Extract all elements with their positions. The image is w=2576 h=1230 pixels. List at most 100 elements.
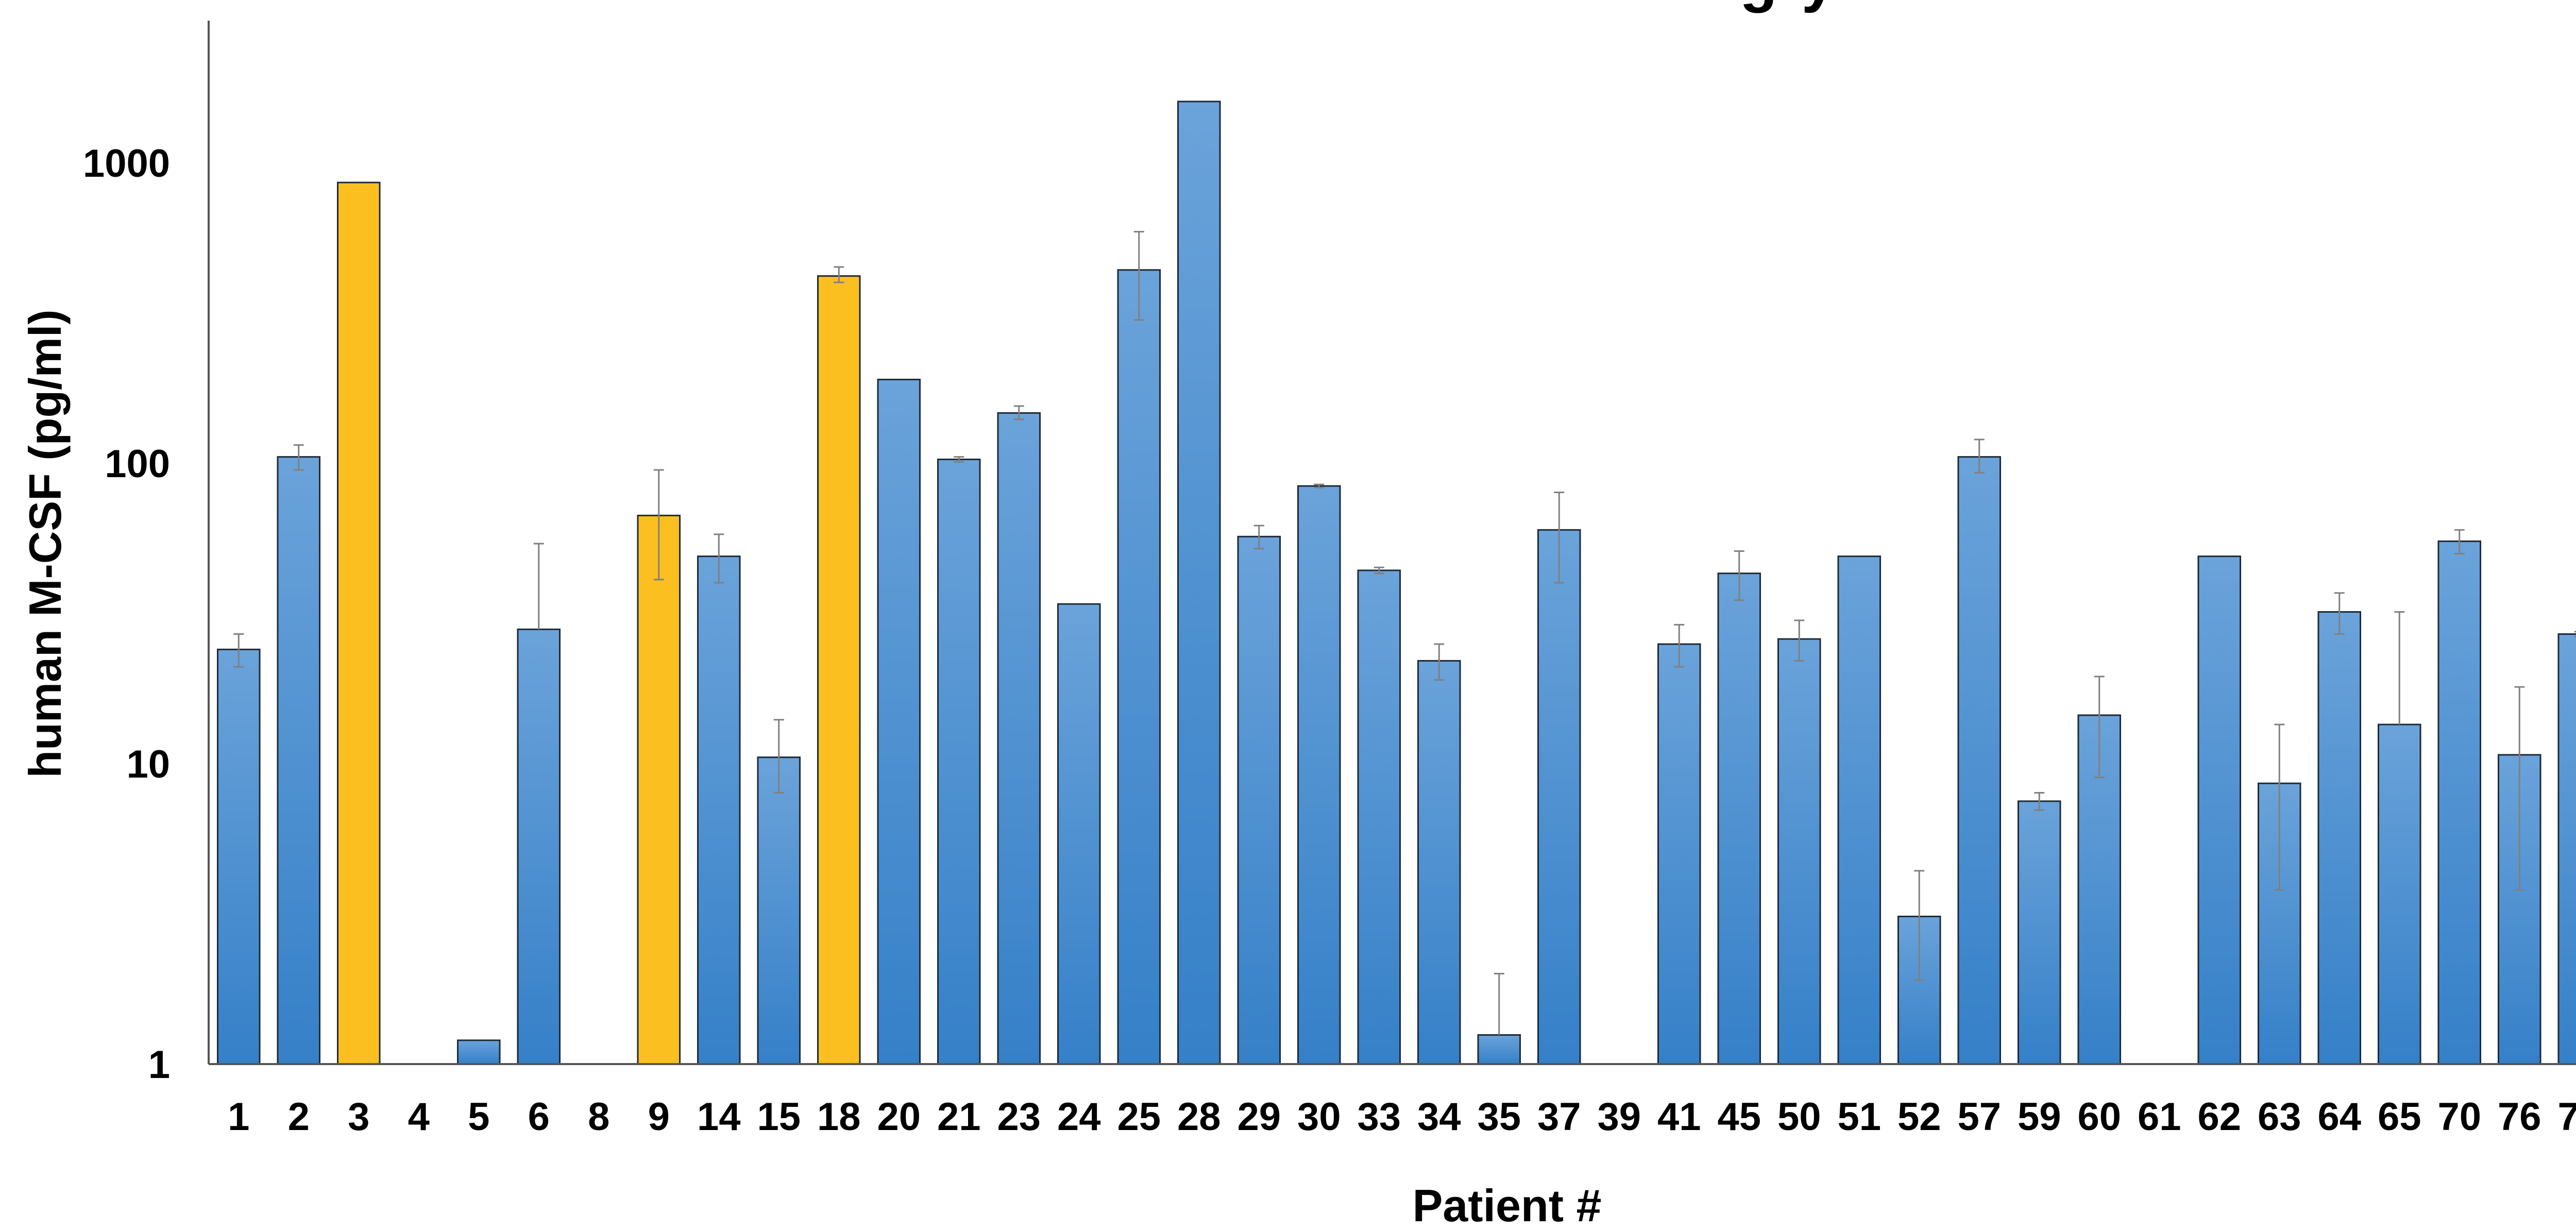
x-axis-title: Patient # <box>1413 1180 1602 1230</box>
error-bar-patient-34 <box>1434 643 1445 681</box>
error-bar-patient-59 <box>2034 791 2045 811</box>
x-tick-label-30: 30 <box>1297 1095 1341 1139</box>
bar-patient-2 <box>277 456 321 1065</box>
bar-patient-65 <box>2377 723 2421 1065</box>
bar-patient-6 <box>517 628 561 1065</box>
x-tick-label-62: 62 <box>2197 1095 2241 1139</box>
error-bar-patient-23 <box>1013 405 1024 420</box>
error-bars-layer <box>233 231 2576 1035</box>
bar-patient-5 <box>456 1039 501 1065</box>
bar-patient-20 <box>877 378 921 1065</box>
x-tick-label-14: 14 <box>697 1095 741 1139</box>
x-tick-label-64: 64 <box>2317 1095 2361 1139</box>
x-tick-label-5: 5 <box>468 1095 489 1139</box>
error-bar-patient-50 <box>1794 619 1805 662</box>
x-tick-label-21: 21 <box>937 1095 981 1139</box>
x-tick-label-41: 41 <box>1657 1095 1701 1139</box>
bars-layer <box>216 100 2576 1065</box>
bar-patient-18 <box>817 275 861 1065</box>
error-bar-patient-35 <box>1494 972 1504 1035</box>
x-tick-label-65: 65 <box>2378 1095 2421 1139</box>
x-tick-label-39: 39 <box>1597 1095 1641 1139</box>
x-tick-label-9: 9 <box>648 1095 670 1139</box>
bar-patient-30 <box>1297 485 1341 1065</box>
error-bar-patient-52 <box>1914 870 1925 981</box>
error-bar-patient-30 <box>1314 483 1325 488</box>
error-bar-patient-76 <box>2514 686 2525 891</box>
error-bar-patient-57 <box>1974 439 1985 474</box>
x-tick-label-3: 3 <box>348 1095 369 1139</box>
error-bar-patient-1 <box>233 633 244 668</box>
x-tick-label-77: 77 <box>2557 1095 2576 1139</box>
error-bar-patient-25 <box>1133 231 1144 321</box>
bar-patient-70 <box>2437 540 2482 1065</box>
x-tick-label-76: 76 <box>2498 1095 2541 1139</box>
bar-patient-25 <box>1117 269 1161 1065</box>
error-bar-patient-6 <box>533 543 544 630</box>
error-bar-patient-60 <box>2094 676 2105 779</box>
x-tick-label-20: 20 <box>877 1095 921 1139</box>
error-bar-patient-14 <box>714 533 724 584</box>
x-tick-labels: 1 2 3 4 5 6 8 9 14 15 18 20 21 23 24 25 28 29 30 33 34 35 37 39… <box>228 1095 2576 1139</box>
bar-patient-9 <box>637 514 681 1065</box>
error-bar-patient-15 <box>773 719 784 794</box>
bar-patient-51 <box>1837 555 1882 1065</box>
x-tick-label-37: 37 <box>1537 1095 1581 1139</box>
y-tick-label-100: 100 <box>105 442 170 486</box>
x-tick-label-28: 28 <box>1177 1095 1221 1139</box>
bar-patient-57 <box>1957 456 2002 1065</box>
bar-patient-34 <box>1417 660 1461 1065</box>
x-tick-label-33: 33 <box>1357 1095 1401 1139</box>
error-bar-patient-18 <box>834 266 844 283</box>
x-tick-label-24: 24 <box>1057 1095 1101 1139</box>
error-bar-patient-41 <box>1674 624 1685 668</box>
bar-patient-45 <box>1717 572 1761 1065</box>
chart-title: …gry… <box>1678 0 1898 13</box>
bar-patient-33 <box>1357 569 1401 1065</box>
error-bar-patient-70 <box>2454 529 2465 555</box>
bar-patient-1 <box>216 648 261 1065</box>
y-axis-title: human M-CSF (pg/ml) <box>20 309 71 778</box>
x-tick-label-50: 50 <box>1777 1095 1821 1139</box>
bar-patient-14 <box>697 555 741 1065</box>
error-bar-patient-65 <box>2394 611 2405 725</box>
bar-patient-29 <box>1237 535 1281 1065</box>
x-tick-label-60: 60 <box>2077 1095 2121 1139</box>
bar-patient-37 <box>1537 529 1581 1065</box>
x-tick-label-59: 59 <box>2018 1095 2061 1139</box>
x-tick-label-23: 23 <box>997 1095 1041 1139</box>
x-tick-label-51: 51 <box>1837 1095 1881 1139</box>
error-bar-patient-33 <box>1374 566 1384 575</box>
bar-patient-41 <box>1657 643 1701 1065</box>
y-tick-label-1: 1 <box>148 1043 170 1087</box>
error-bar-patient-63 <box>2274 723 2285 891</box>
bar-patient-64 <box>2317 611 2362 1065</box>
bar-patient-50 <box>1777 638 1821 1065</box>
x-tick-label-35: 35 <box>1477 1095 1521 1139</box>
bar-patient-59 <box>2017 800 2061 1065</box>
x-tick-label-45: 45 <box>1717 1095 1761 1139</box>
error-bar-patient-64 <box>2334 592 2345 635</box>
y-tick-label-10: 10 <box>126 743 170 786</box>
bar-patient-62 <box>2197 555 2242 1065</box>
x-tick-label-4: 4 <box>408 1095 430 1139</box>
error-bar-patient-37 <box>1554 491 1565 584</box>
x-tick-label-57: 57 <box>1957 1095 2001 1139</box>
x-tick-label-52: 52 <box>1897 1095 1941 1139</box>
bar-patient-23 <box>997 412 1041 1065</box>
x-tick-label-29: 29 <box>1237 1095 1281 1139</box>
x-tick-label-25: 25 <box>1117 1095 1161 1139</box>
bar-patient-35 <box>1477 1034 1521 1065</box>
y-tick-labels: 1 10 100 1000 <box>83 142 170 1087</box>
error-bar-patient-45 <box>1734 550 1744 601</box>
x-tick-label-34: 34 <box>1417 1095 1461 1139</box>
x-tick-label-61: 61 <box>2138 1095 2181 1139</box>
x-tick-label-1: 1 <box>228 1095 249 1139</box>
error-bar-patient-9 <box>653 469 664 581</box>
x-tick-label-15: 15 <box>757 1095 801 1139</box>
error-bar-patient-21 <box>954 456 964 463</box>
bar-patient-24 <box>1057 603 1101 1065</box>
bar-patient-77 <box>2557 633 2576 1065</box>
x-tick-label-70: 70 <box>2437 1095 2481 1139</box>
